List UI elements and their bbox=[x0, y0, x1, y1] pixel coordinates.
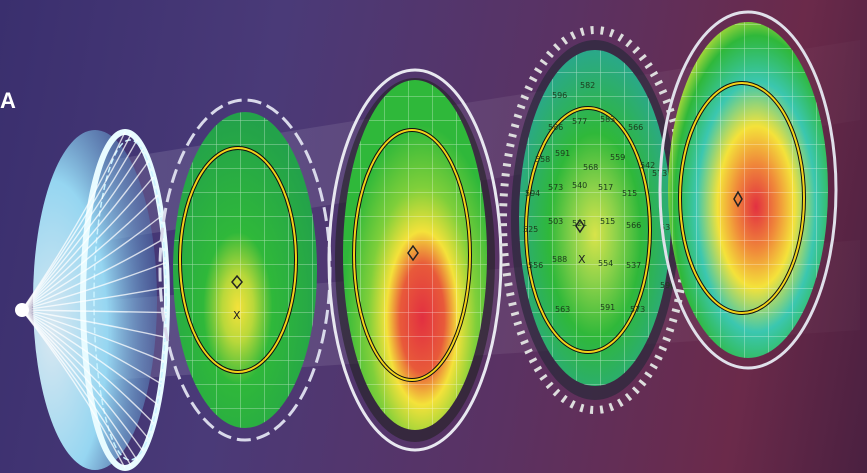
grid-value: 588 bbox=[552, 255, 567, 264]
grid-value: 591 bbox=[600, 303, 615, 312]
x-marker: X bbox=[233, 309, 241, 322]
grid-value: 542 bbox=[640, 161, 655, 170]
grid-value: 503 bbox=[548, 217, 563, 226]
grid-value: 525 bbox=[523, 225, 538, 234]
grid-value: 577 bbox=[572, 117, 587, 126]
grid-value: 537 bbox=[626, 261, 641, 270]
lens-dome bbox=[15, 129, 170, 471]
grid-value: 596 bbox=[660, 281, 675, 290]
grid-value: 582 bbox=[580, 81, 595, 90]
topography-map-1: X bbox=[158, 98, 332, 442]
grid-value: 586 bbox=[548, 123, 563, 132]
grid-value: 573 bbox=[630, 305, 645, 314]
grid-value: 554 bbox=[598, 259, 613, 268]
grid-value: 558 bbox=[535, 155, 550, 164]
grid-value: 583 bbox=[600, 115, 615, 124]
diamond-marker bbox=[733, 190, 743, 208]
grid-value: 515 bbox=[622, 189, 637, 198]
grid-value: 556 bbox=[528, 261, 543, 270]
x-marker: X bbox=[578, 253, 586, 266]
grid-value: 540 bbox=[572, 181, 587, 190]
topography-map-2 bbox=[327, 68, 503, 452]
grid-value: 517 bbox=[598, 183, 613, 192]
grid-value: 591 bbox=[555, 149, 570, 158]
diamond-marker bbox=[407, 244, 419, 262]
grid-value: 515 bbox=[600, 217, 615, 226]
diamond-marker bbox=[231, 274, 243, 290]
topography-map-3: X 596 582 586 577 583 566 558 591 568 559 542 594 57… bbox=[499, 26, 691, 414]
grid-value: 521 bbox=[572, 219, 587, 228]
grid-values: 596 582 586 577 583 566 558 591 568 559 542 594 573 5… bbox=[523, 81, 675, 314]
topography-map-4 bbox=[658, 10, 838, 370]
corner-label: A bbox=[0, 88, 16, 113]
grid-value: 573 bbox=[548, 183, 563, 192]
diamond-marker bbox=[575, 218, 585, 234]
grid-value: 568 bbox=[583, 163, 598, 172]
grid-value: 559 bbox=[610, 153, 625, 162]
grid-value: 563 bbox=[555, 305, 570, 314]
grid-value: 594 bbox=[525, 189, 540, 198]
grid-value: 531 bbox=[660, 223, 675, 232]
grid-value: 566 bbox=[626, 221, 641, 230]
grid-value: 566 bbox=[628, 123, 643, 132]
grid-value: 596 bbox=[552, 91, 567, 100]
